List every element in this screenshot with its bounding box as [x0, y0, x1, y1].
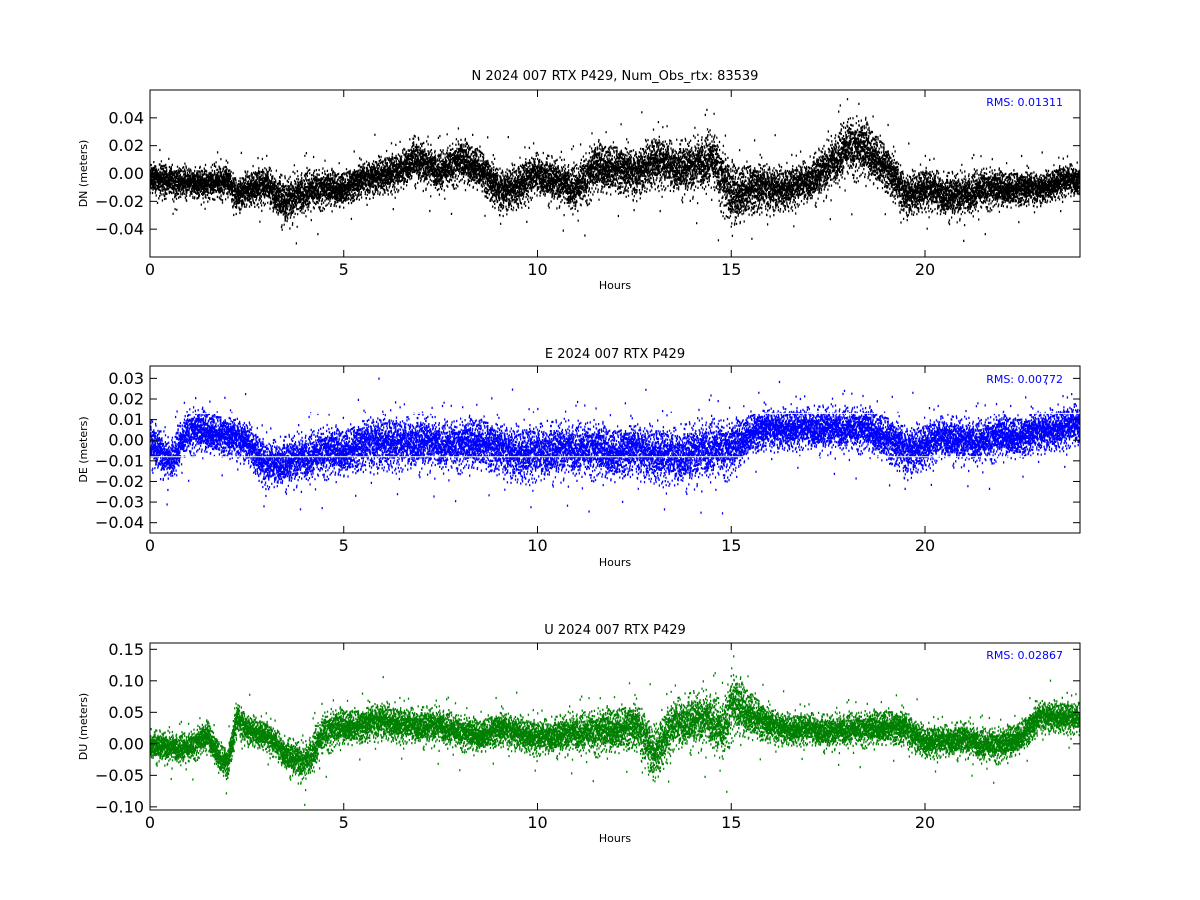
- y-tick-label: 0.10: [108, 671, 144, 690]
- rms-annotation: RMS: 0.00772: [986, 373, 1063, 386]
- y-tick-label: 0.01: [108, 410, 144, 429]
- x-tick-label: 10: [527, 813, 547, 832]
- y-tick-label: 0.02: [108, 389, 144, 408]
- x-axis-ticks: 0 5 10 15 20: [145, 366, 935, 555]
- y-tick-label: −0.04: [95, 220, 144, 239]
- x-tick-label: 15: [721, 813, 741, 832]
- rms-annotation: RMS: 0.02867: [986, 649, 1063, 662]
- x-tick-label: 15: [721, 536, 741, 555]
- x-tick-label: 10: [527, 260, 547, 279]
- y-tick-label: 0.00: [108, 431, 144, 450]
- y-tick-label: −0.01: [95, 451, 144, 470]
- panel-east: E 2024 007 RTX P429 0 5 10 15 20 −0.04−0.03−…: [77, 347, 1081, 569]
- y-tick-label: 0.00: [108, 164, 144, 183]
- y-axis-label: DE (meters): [77, 416, 90, 482]
- x-tick-label: 0: [145, 260, 155, 279]
- x-axis-ticks: 0 5 10 15 20: [145, 90, 935, 279]
- x-tick-label: 20: [915, 813, 935, 832]
- y-tick-label: −0.02: [95, 192, 144, 211]
- panel-north: N 2024 007 RTX P429, Num_Obs_rtx: 83539 …: [77, 69, 1081, 292]
- y-tick-label: −0.03: [95, 493, 144, 512]
- x-axis-label: Hours: [599, 279, 631, 292]
- x-tick-label: 0: [145, 536, 155, 555]
- x-axis-label: Hours: [599, 832, 631, 845]
- data-series-0: [150, 655, 1080, 806]
- y-axis-label: DN (meters): [77, 140, 90, 208]
- panel-title: E 2024 007 RTX P429: [545, 347, 685, 362]
- panel-title: N 2024 007 RTX P429, Num_Obs_rtx: 83539: [472, 69, 759, 84]
- x-tick-label: 20: [915, 536, 935, 555]
- panel-up: U 2024 007 RTX P429 0 5 10 15 20 −0.10−0.050…: [77, 623, 1081, 845]
- panel-title: U 2024 007 RTX P429: [544, 623, 686, 638]
- x-tick-label: 0: [145, 813, 155, 832]
- y-tick-label: 0.04: [108, 108, 144, 127]
- x-tick-label: 5: [339, 536, 349, 555]
- y-tick-label: −0.05: [95, 766, 144, 785]
- x-tick-label: 15: [721, 260, 741, 279]
- x-tick-label: 5: [339, 813, 349, 832]
- scatter-series: [150, 655, 1080, 806]
- x-tick-label: 5: [339, 260, 349, 279]
- rms-annotation: RMS: 0.01311: [986, 96, 1063, 109]
- y-tick-label: −0.04: [95, 513, 144, 532]
- x-axis-label: Hours: [599, 556, 631, 569]
- x-tick-label: 10: [527, 536, 547, 555]
- y-tick-label: −0.02: [95, 472, 144, 491]
- y-axis-ticks: −0.04 −0.02 0.00 0.02 0.04: [95, 108, 1080, 239]
- y-tick-label: 0.03: [108, 369, 144, 388]
- y-axis-ticks: −0.10 −0.05 0.00 0.05 0.10 0.15: [95, 640, 1080, 816]
- y-axis-label: DU (meters): [77, 693, 90, 760]
- plot-frame: [149, 365, 1081, 534]
- plot-frame: [149, 642, 1081, 811]
- y-tick-label: 0.15: [108, 640, 144, 659]
- x-axis-ticks: 0 5 10 15 20: [145, 643, 935, 832]
- y-tick-label: −0.10: [95, 797, 144, 816]
- x-tick-label: 20: [915, 260, 935, 279]
- scatter-series: [150, 377, 1080, 515]
- y-tick-label: 0.02: [108, 136, 144, 155]
- data-series-0: [150, 377, 1080, 515]
- y-tick-label: 0.05: [108, 703, 144, 722]
- y-tick-label: 0.00: [108, 734, 144, 753]
- y-axis-ticks: −0.04−0.03 −0.02 −0.010.00 0.01 0.020.03: [95, 369, 1080, 532]
